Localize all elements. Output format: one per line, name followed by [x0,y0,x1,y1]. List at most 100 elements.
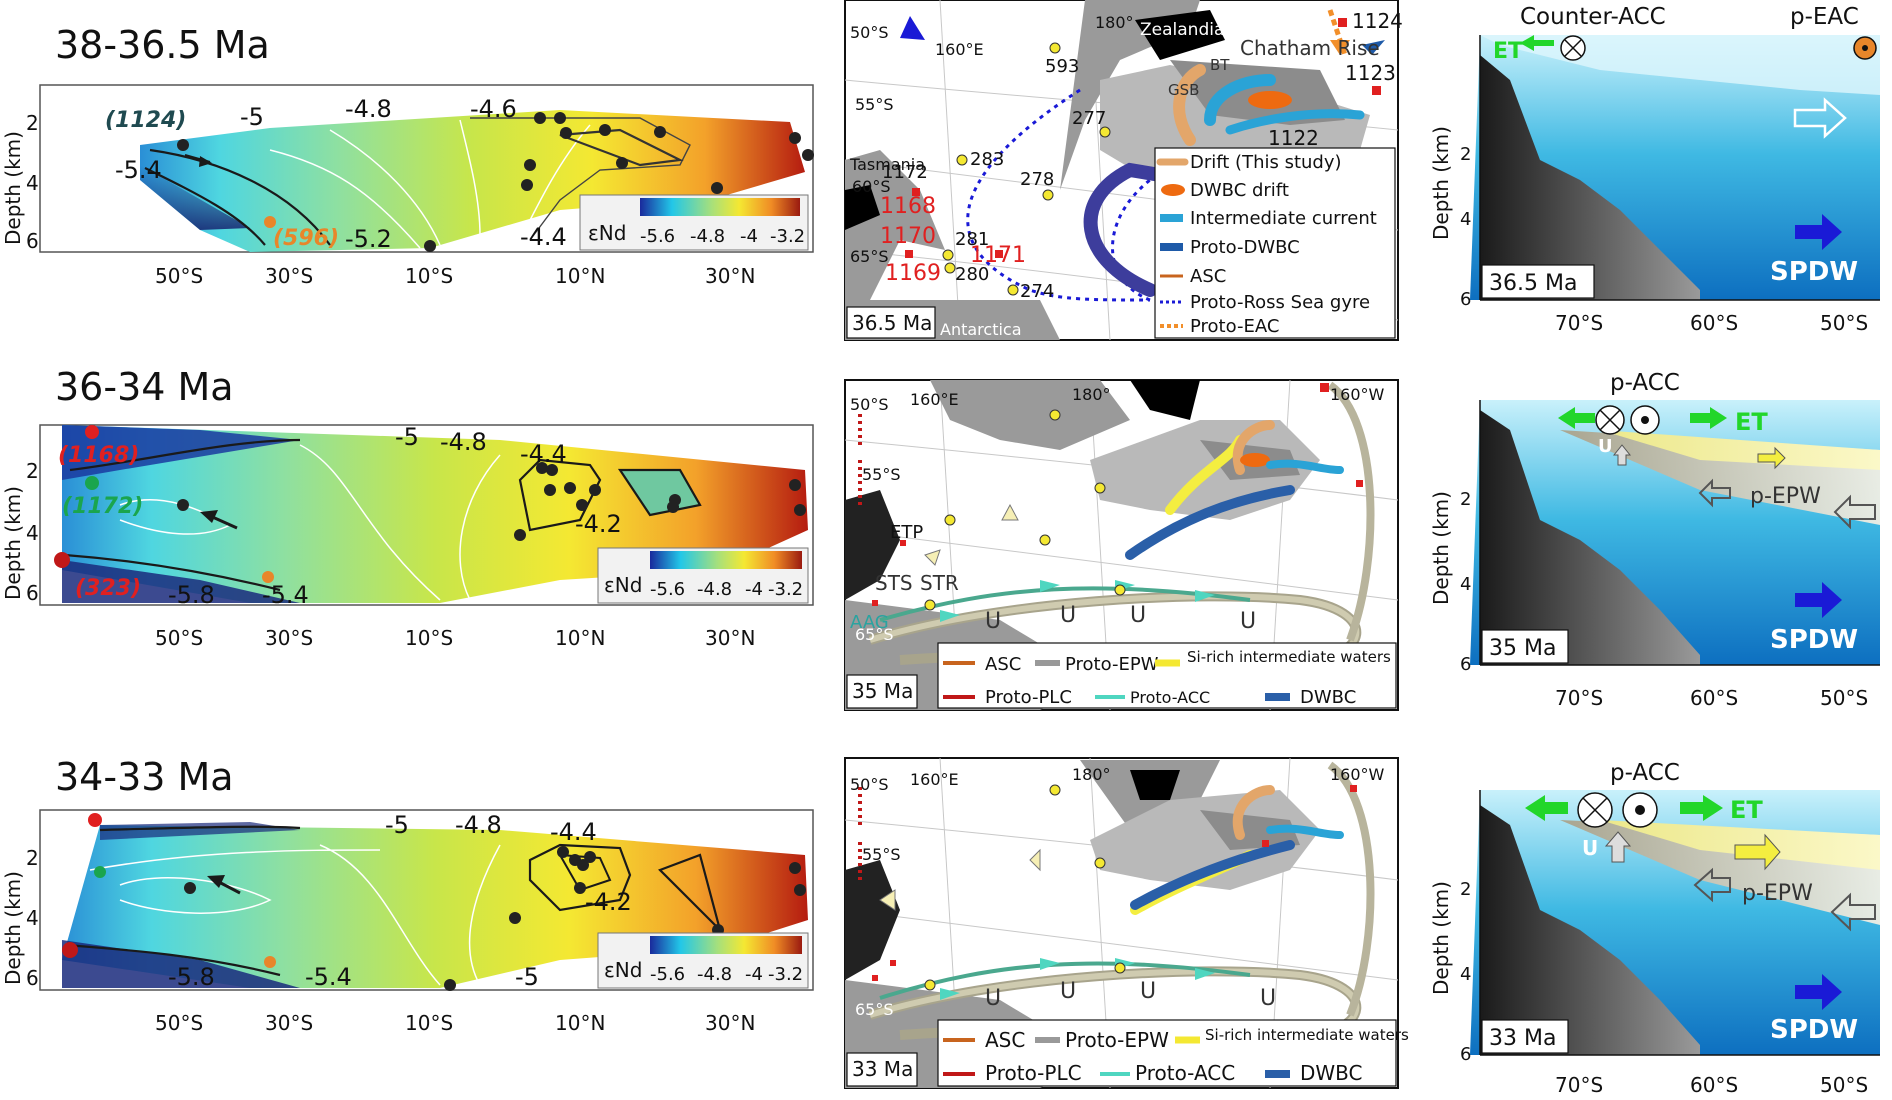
map-label: 50°S [850,775,889,794]
et-arrow [1558,407,1595,429]
legend-label: Proto-ACC [1135,1061,1235,1085]
continental-slope [1480,410,1700,665]
spdw-arrow [1795,582,1842,618]
colorbar-symbol: εNd [604,573,642,597]
proto-eac-path [1327,9,1348,56]
lat-tick: 50°S [155,1011,203,1035]
map-label: Tasmania [849,155,925,174]
legend-label: Proto-DWBC [1190,237,1300,258]
lat-tick: 60°S [1690,1073,1738,1097]
profile-panel: Counter-ACC p-EAC ET SPDW 36.5 Ma 2 4 6 … [1429,4,1880,335]
profile-label: ET [1735,408,1768,436]
et-arrow [1680,795,1723,821]
depth-tick: 4 [1460,574,1471,595]
contour-label: -4.6 [470,95,517,123]
lat-tick: 50°S [155,264,203,288]
map-label: 60°S [852,177,891,196]
si-water-arrow [1757,446,1786,470]
depth-tick: 2 [26,459,39,483]
lat-tick: 50°S [155,626,203,650]
intermediate-current-path [1266,459,1344,474]
map-age-label: 35 Ma [852,679,913,703]
site-marker [262,571,274,583]
site-label: (1124) [105,108,186,133]
deep-water-shade [62,560,300,603]
y-axis-label: Depth (km) [1,131,25,245]
contour-label: -5 [515,963,539,991]
lat-tick: 60°S [1690,311,1738,335]
profile-label: p-ACC [1610,760,1680,786]
legend-frame [937,642,1397,709]
dwbc-path [1130,840,1295,910]
si-rich-layer [1600,430,1880,470]
into-page-symbol [1599,409,1621,431]
contour-label: -5 [240,103,264,131]
legend-label: Proto-EAC [1190,316,1279,337]
map-label: 55°S [862,465,901,484]
lat-tick: 10°S [405,626,453,650]
into-page-symbol [1582,797,1608,823]
dwbc-drift-patch [1240,453,1270,467]
colorbar: εNd -5.6 -4.8 -4 -3.2 [597,932,809,989]
map-panel: 50°S 160°E 180° 160°W 55°S 65°S U U U U … [844,757,1409,1089]
colorbar-tick: -5.6 [650,964,685,985]
profile-age-label: 33 Ma [1489,1026,1556,1051]
row-title: 36-34 Ma [55,365,234,409]
profile-label: p-EPW [1742,881,1813,906]
lat-tick: 70°S [1555,1073,1603,1097]
site-marker [521,179,533,191]
sites [177,462,806,541]
map-label: Antarctica [940,320,1022,339]
profile-panel: p-ACC ET U p-EPW SPDW 35 Ma 2 4 6 Depth … [1429,370,1880,710]
site-marker [264,956,276,968]
site-label: 280 [955,264,989,285]
depth-tick: 4 [1460,964,1471,985]
contour-line [470,117,691,241]
spdw-arrow [1795,974,1842,1010]
site-label: 274 [1020,281,1054,302]
colorbar: εNd -5.6 -4.8 -4 -3.2 [597,547,809,604]
depth-tick: 6 [1460,1044,1471,1065]
colorbar-tick: -3.2 [768,579,803,600]
site-marker [554,112,566,124]
lat-tick: 10°N [555,1011,605,1035]
legend-label: Intermediate current [1190,208,1377,229]
legend-label: Proto-EPW [1065,654,1159,675]
site-label: 278 [1020,169,1054,190]
row-title: 38-36.5 Ma [55,23,270,67]
contour-line [319,844,441,986]
map-label: U [1240,609,1256,634]
lat-tick: 30°S [265,264,313,288]
legend-swatch [1161,184,1185,196]
site-label: 1169 [885,261,941,286]
proto-acc-arrows [940,580,1215,622]
lat-tick: 30°S [265,1011,313,1035]
intermediate-current-path [1225,109,1365,135]
legend-label: Si-rich intermediate waters [1187,648,1391,666]
site-marker [654,126,666,138]
map-label: U [1060,979,1076,1004]
site-marker [54,552,70,568]
legend-label: Proto-PLC [985,1061,1082,1085]
contour-line [658,853,723,934]
contour-label: -5.8 [168,581,215,609]
profile-label: U [1582,836,1598,860]
depth-tick: 4 [1460,209,1471,230]
map-label: GSB [1168,81,1199,99]
flow-arrow-head [200,510,218,523]
profile-label: SPDW [1770,257,1858,287]
contour-line [149,148,331,246]
map-label: 160°W [1330,385,1385,404]
contour-line [459,454,501,601]
contour-line [64,553,281,592]
depth-tick: 4 [26,906,39,930]
lat-tick: 10°S [405,264,453,288]
out-of-page-symbol [1862,45,1868,51]
colorbar-gradient [650,551,802,569]
map-label: 50°S [850,23,889,42]
map-label: 180° [1095,13,1134,32]
site-label: 1171 [970,243,1026,268]
et-arrow [1520,35,1554,51]
dwbc-path [1125,485,1295,560]
map-label: 160°E [910,390,959,409]
